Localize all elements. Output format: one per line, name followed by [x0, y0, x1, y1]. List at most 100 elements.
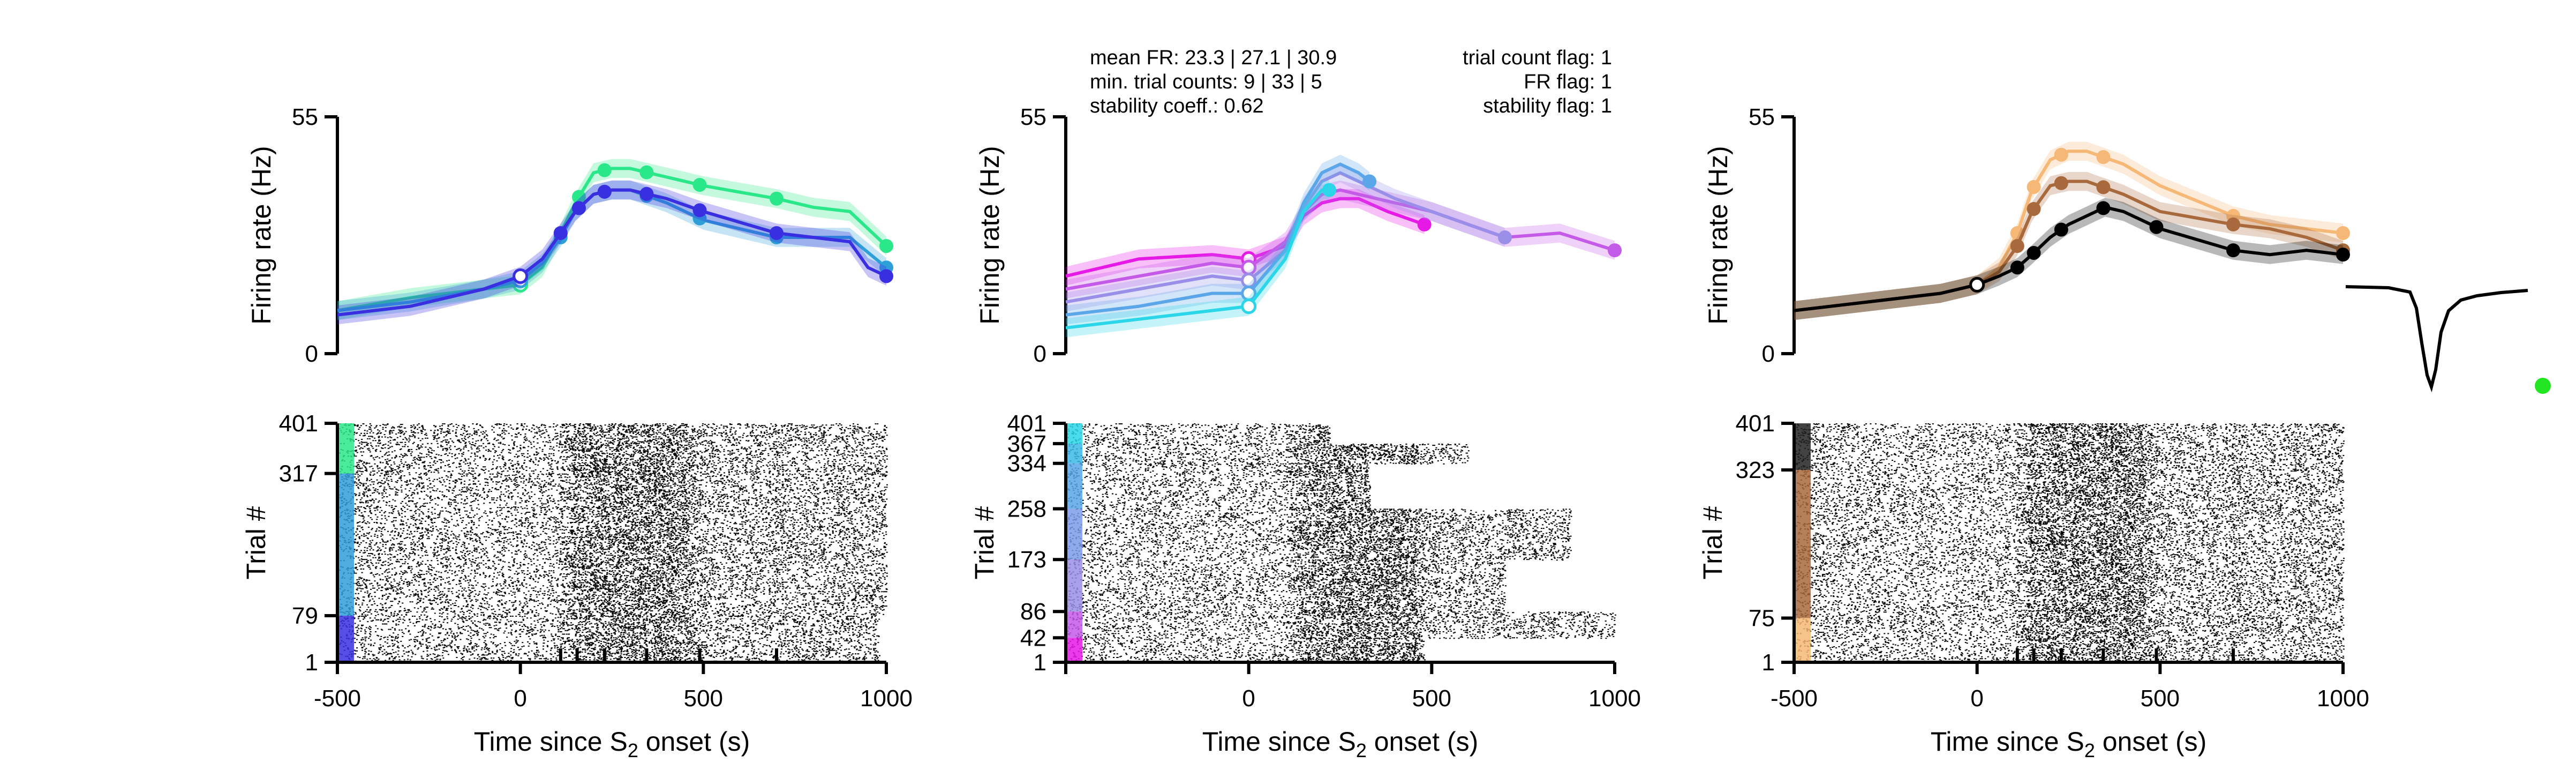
series-marker: [572, 190, 586, 204]
x-axis-label: Time since S2 onset (s): [474, 727, 750, 761]
x-tick-label: 0: [1242, 685, 1255, 712]
y-tick-label: 42: [1020, 625, 1046, 651]
info-line-fr-flag: FR flag: 1: [1524, 71, 1612, 93]
x-tick-label: 0: [514, 685, 526, 712]
series-marker: [2054, 147, 2068, 162]
x-tick-label: 500: [684, 685, 723, 712]
y-tick-label: 323: [1736, 457, 1775, 483]
condition-color-bar: [1067, 463, 1082, 509]
series-marker: [2027, 245, 2041, 260]
x-axis-label: Time since S2 onset (s): [1202, 727, 1479, 761]
info-block-left: mean FR: 23.3 | 27.1 | 30.9 min. trial c…: [1090, 47, 1337, 117]
spike-raster: [1066, 423, 1616, 663]
series-line: [1794, 205, 2344, 312]
firing-rate-panel-right: 0 55 Firing rate (Hz): [1703, 104, 2350, 367]
y-tick-label: 317: [279, 461, 318, 487]
y-tick-label: 334: [1007, 451, 1046, 477]
series-line: [1065, 171, 1505, 304]
spike-waveform: [2345, 285, 2528, 393]
raster-panel-right: 1 75 323 401 Trial # -500 0 500 1000 Time since S…: [1698, 410, 2369, 761]
condition-color-bar: [1796, 618, 1811, 662]
series-marker: [2336, 248, 2350, 262]
x-tick-label: 500: [2141, 685, 2180, 712]
condition-color-bar: [1067, 509, 1082, 560]
series-marker: [2054, 176, 2068, 190]
spike-raster: [337, 423, 888, 663]
onset-marker: [1241, 298, 1257, 315]
y-tick-label: 55: [1749, 104, 1775, 130]
sem-band: [1066, 180, 1329, 338]
condition-color-bar: [1067, 423, 1082, 444]
series-marker: [692, 177, 707, 192]
y-tick-label: 0: [1034, 341, 1046, 367]
y-tick-label: 401: [1736, 410, 1775, 437]
y-tick-label: 86: [1020, 599, 1046, 625]
series-marker: [2010, 260, 2024, 275]
series-marker: [2226, 217, 2240, 231]
sem-band: [337, 180, 886, 325]
info-line-stability-coeff: stability coeff.: 0.62: [1090, 95, 1264, 117]
y-axis-label: Trial #: [969, 506, 999, 579]
condition-color-bar: [1067, 443, 1082, 464]
y-axis-label: Trial #: [241, 506, 271, 579]
y-axis-label: Firing rate (Hz): [975, 146, 1005, 324]
series-marker: [692, 203, 707, 218]
series-marker: [1608, 243, 1622, 258]
series-marker: [597, 163, 612, 177]
info-line-stability-flag: stability flag: 1: [1483, 95, 1612, 117]
x-tick-label: -500: [314, 685, 361, 712]
series-line: [1065, 188, 1329, 330]
series-marker: [2027, 180, 2041, 194]
series-line: [337, 188, 887, 317]
series-marker: [770, 226, 784, 240]
y-tick-label: 258: [1007, 496, 1046, 522]
series-marker: [597, 184, 612, 199]
series-marker: [1322, 183, 1336, 197]
info-line-trial-counts: min. trial counts: 9 | 33 | 5: [1090, 71, 1322, 93]
sem-band: [1066, 180, 1615, 299]
series-marker: [2027, 201, 2041, 216]
series-marker: [2226, 243, 2240, 258]
raster-panel-left: 1 79 317 401 Trial # -500 0 500 1000 Time since S…: [241, 410, 913, 761]
y-axis-label: Firing rate (Hz): [1703, 146, 1733, 324]
series-marker: [1417, 217, 1432, 231]
y-axis-label: Trial #: [1698, 506, 1728, 579]
info-line-mean-fr: mean FR: 23.3 | 27.1 | 30.9: [1090, 47, 1337, 69]
y-tick-label: 173: [1007, 547, 1046, 573]
x-tick-label: -500: [1771, 685, 1818, 712]
x-tick-label: 0: [1970, 685, 1983, 712]
series-marker: [879, 269, 893, 283]
x-tick-label: 500: [1412, 685, 1451, 712]
x-tick-label: 1000: [860, 685, 913, 712]
series-marker: [2096, 150, 2111, 165]
unit-location-marker: [2535, 378, 2551, 394]
y-tick-label: 401: [279, 410, 318, 437]
x-tick-label: 1000: [2317, 685, 2369, 712]
sem-band: [1066, 189, 1425, 286]
series-marker: [2096, 180, 2111, 195]
onset-marker: [1969, 276, 1985, 293]
x-axis-label: Time since S2 onset (s): [1931, 727, 2207, 761]
sem-band: [1794, 141, 2343, 320]
y-tick-label: 1: [1762, 649, 1775, 676]
series-marker: [2149, 220, 2164, 234]
sem-band: [1794, 198, 2343, 320]
sem-band: [337, 180, 886, 320]
series-marker: [1498, 230, 1512, 245]
firing-rate-panel-left: 0 55 Firing rate (Hz): [246, 104, 893, 367]
series-marker: [639, 165, 654, 180]
series-marker: [879, 239, 893, 253]
y-tick-label: 79: [292, 603, 318, 629]
condition-color-bar: [339, 473, 354, 616]
condition-color-bar: [339, 423, 354, 474]
y-tick-label: 1: [305, 649, 318, 676]
x-tick-label: 1000: [1588, 685, 1641, 712]
y-tick-label: 0: [305, 341, 318, 367]
series-marker: [553, 226, 568, 240]
y-tick-label: 401: [1007, 410, 1046, 437]
series-line: [1065, 162, 1371, 317]
series-marker: [572, 201, 586, 215]
condition-color-bar: [1067, 611, 1082, 638]
series-marker: [639, 186, 654, 201]
